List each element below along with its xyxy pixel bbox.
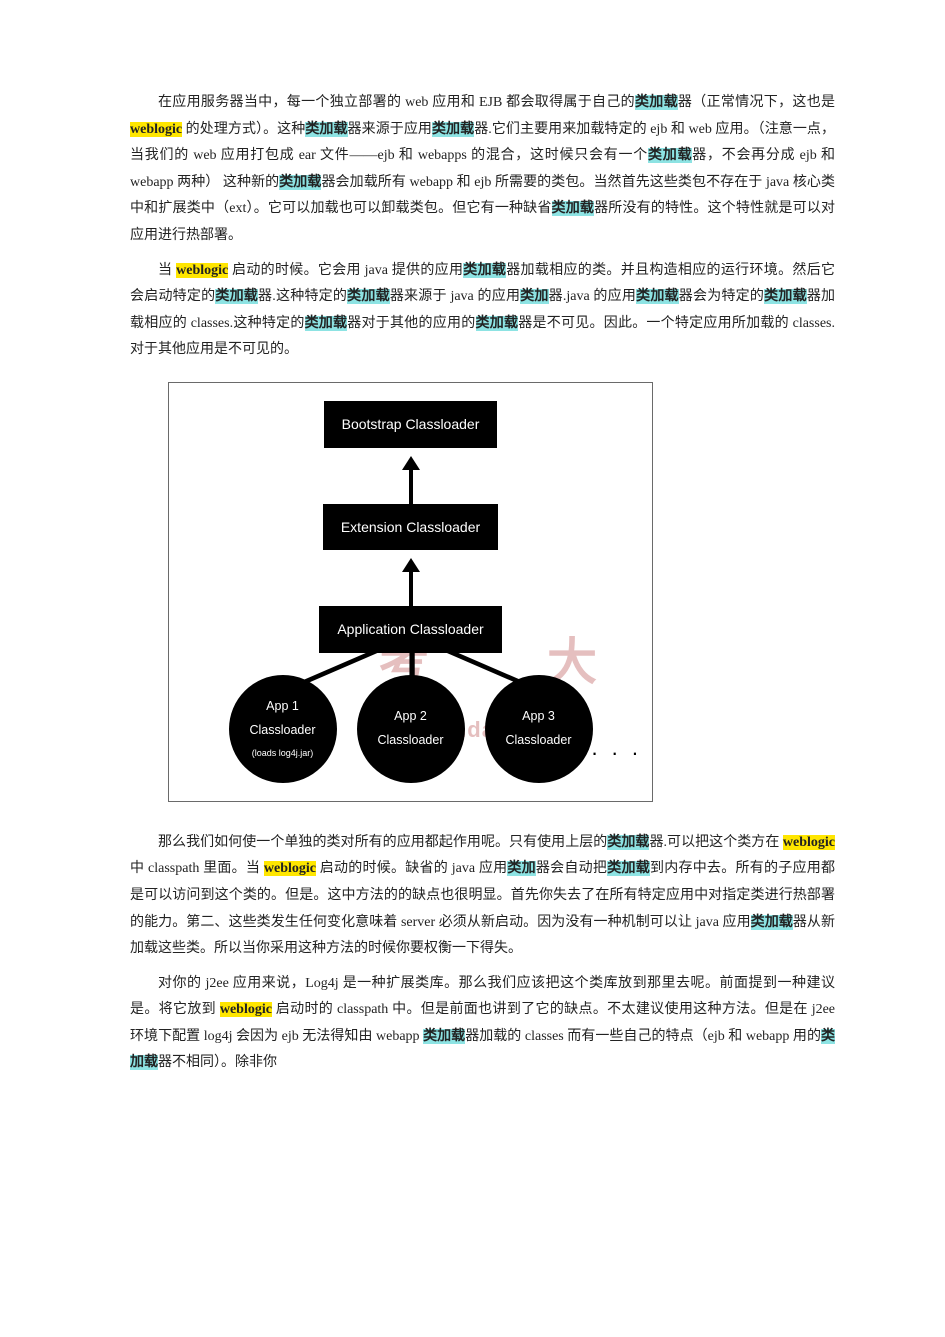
text: 器不相同）。除非你 bbox=[158, 1055, 277, 1070]
paragraph-3: 那么我们如何使一个单独的类对所有的应用都起作用呢。只有使用上层的类加载器.可以把… bbox=[130, 830, 835, 963]
node-app1: App 1 Classloader (loads log4j.jar) bbox=[229, 675, 337, 783]
text: 器来源于应用 bbox=[348, 122, 432, 137]
text: 当 bbox=[158, 263, 176, 278]
node-bootstrap: Bootstrap Classloader bbox=[324, 401, 498, 448]
highlight-classloader: 类加载 bbox=[751, 915, 793, 930]
text: 器.这种特定的 bbox=[258, 289, 347, 304]
highlight-classloader: 类加载 bbox=[305, 122, 347, 137]
highlight-classloader: 类加载 bbox=[607, 835, 649, 850]
arrow-stem bbox=[409, 470, 413, 504]
node-extension: Extension Classloader bbox=[323, 504, 498, 551]
circle-line2: Classloader bbox=[505, 729, 571, 753]
text: 器.可以把这个类方在 bbox=[649, 835, 782, 850]
text: 器（正常情况下，这也是 bbox=[678, 95, 835, 110]
circle-line1: App 1 bbox=[266, 695, 299, 719]
text: 启动的时候。它会用 java 提供的应用 bbox=[228, 263, 463, 278]
highlight-classloader: 类加载 bbox=[764, 289, 807, 304]
highlight-weblogic: weblogic bbox=[176, 263, 228, 278]
text: 器来源于 java 的应用 bbox=[390, 289, 520, 304]
arrow-stem bbox=[409, 572, 413, 606]
highlight-classloader: 类加载 bbox=[635, 95, 678, 110]
highlight-classloader: 类加载 bbox=[215, 289, 258, 304]
ellipsis: . . . bbox=[591, 727, 642, 769]
node-app3: App 3 Classloader bbox=[485, 675, 593, 783]
highlight-classload-short: 类加 bbox=[507, 861, 536, 876]
highlight-classloader: 类加载 bbox=[552, 201, 595, 216]
arrow-up-icon bbox=[402, 558, 420, 572]
paragraph-1: 在应用服务器当中，每一个独立部署的 web 应用和 EJB 都会取得属于自己的类… bbox=[130, 90, 835, 250]
highlight-classloader: 类加载 bbox=[607, 861, 650, 876]
text: 那么我们如何使一个单独的类对所有的应用都起作用呢。只有使用上层的 bbox=[158, 835, 607, 850]
highlight-classloader: 类加载 bbox=[347, 289, 390, 304]
text: 中 classpath 里面。当 bbox=[130, 861, 264, 876]
highlight-classloader: 类加载 bbox=[279, 175, 321, 190]
circle-line1: App 2 bbox=[394, 705, 427, 729]
node-application: Application Classloader bbox=[319, 606, 501, 653]
circle-line1: App 3 bbox=[522, 705, 555, 729]
circle-line3: (loads log4j.jar) bbox=[252, 745, 314, 762]
classloader-diagram: Bootstrap Classloader Extension Classloa… bbox=[168, 382, 653, 802]
diagram-container: Bootstrap Classloader Extension Classloa… bbox=[168, 382, 835, 802]
diagram-column: Bootstrap Classloader Extension Classloa… bbox=[183, 401, 638, 783]
highlight-weblogic: weblogic bbox=[220, 1002, 272, 1017]
highlight-classloader: 类加载 bbox=[305, 316, 348, 331]
highlight-classloader: 类加载 bbox=[476, 316, 519, 331]
text: 器会为特定的 bbox=[679, 289, 764, 304]
node-app2: App 2 Classloader bbox=[357, 675, 465, 783]
highlight-weblogic: weblogic bbox=[264, 861, 316, 876]
text: 器对于其他的应用的 bbox=[347, 316, 475, 331]
highlight-classload-short: 类加 bbox=[520, 289, 548, 304]
circle-line2: Classloader bbox=[377, 729, 443, 753]
text: 器会自动把 bbox=[536, 861, 607, 876]
highlight-classloader: 类加载 bbox=[423, 1029, 465, 1044]
diagram-row: App 1 Classloader (loads log4j.jar) App … bbox=[183, 675, 638, 783]
highlight-classloader: 类加载 bbox=[463, 263, 506, 278]
paragraph-4: 对你的 j2ee 应用来说，Log4j 是一种扩展类库。那么我们应该把这个类库放… bbox=[130, 971, 835, 1077]
arrow-up-icon bbox=[402, 456, 420, 470]
highlight-classloader: 类加载 bbox=[636, 289, 679, 304]
text: 在应用服务器当中，每一个独立部署的 web 应用和 EJB 都会取得属于自己的 bbox=[158, 95, 635, 110]
text: 启动的时候。缺省的 java 应用 bbox=[316, 861, 507, 876]
highlight-classloader: 类加载 bbox=[432, 122, 474, 137]
text: 的处理方式）。这种 bbox=[182, 122, 305, 137]
highlight-weblogic: weblogic bbox=[783, 835, 835, 850]
paragraph-2: 当 weblogic 启动的时候。它会用 java 提供的应用类加载器加载相应的… bbox=[130, 258, 835, 364]
text: 器加载的 classes 而有一些自己的特点（ejb 和 webapp 用的 bbox=[465, 1029, 821, 1044]
highlight-weblogic: weblogic bbox=[130, 122, 182, 137]
circle-line2: Classloader bbox=[249, 719, 315, 743]
highlight-classloader: 类加载 bbox=[648, 148, 692, 163]
text: 器.java 的应用 bbox=[549, 289, 636, 304]
